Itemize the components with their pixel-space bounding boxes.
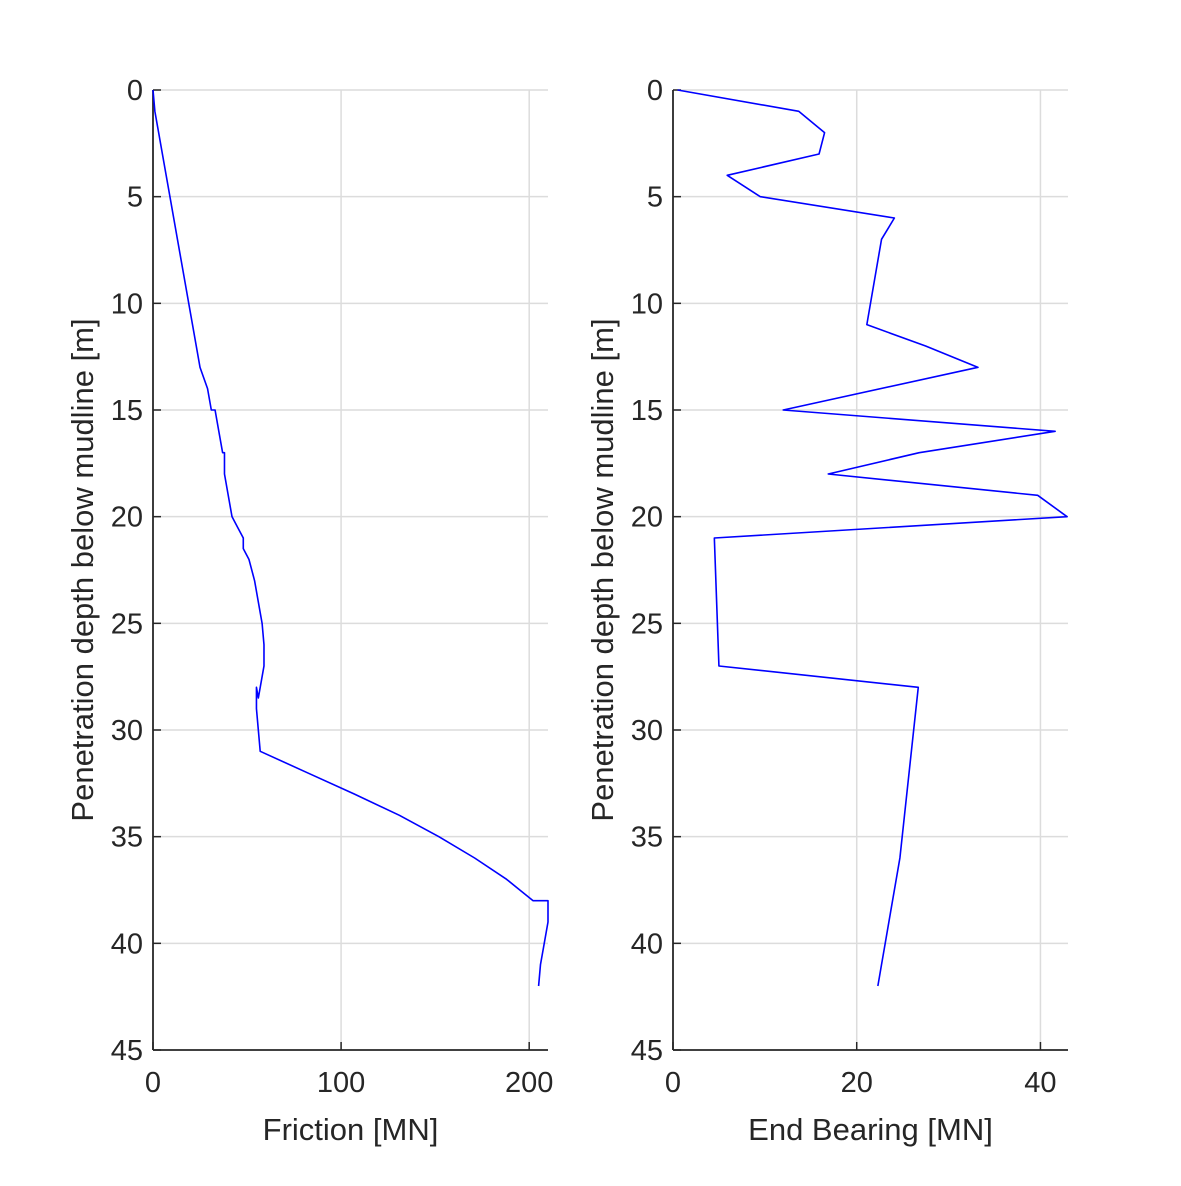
y-tick-label: 20 xyxy=(111,502,143,534)
y-tick-label: 30 xyxy=(631,715,663,747)
end-bearing-series-line xyxy=(677,89,1068,987)
y-tick-label: 25 xyxy=(631,608,663,640)
y-tick-label: 30 xyxy=(111,715,143,747)
y-tick-label: 5 xyxy=(647,182,663,214)
y-tick-label: 0 xyxy=(127,75,143,107)
end-bearing-y-axis-label: Penetration depth below mudline [m] xyxy=(585,318,620,821)
friction-x-axis-label: Friction [MN] xyxy=(263,1112,439,1147)
y-tick-label: 10 xyxy=(631,288,663,320)
y-tick-label: 15 xyxy=(631,395,663,427)
x-tick-label: 0 xyxy=(145,1067,161,1099)
y-tick-label: 20 xyxy=(631,502,663,534)
x-tick-label: 100 xyxy=(317,1067,365,1099)
y-tick-label: 15 xyxy=(111,395,143,427)
x-tick-label: 200 xyxy=(505,1067,553,1099)
friction-series-line xyxy=(152,89,549,987)
y-tick-label: 40 xyxy=(631,928,663,960)
x-tick-label: 40 xyxy=(1024,1067,1056,1099)
y-tick-label: 35 xyxy=(111,822,143,854)
friction-y-axis-label: Penetration depth below mudline [m] xyxy=(65,318,100,821)
x-tick-label: 20 xyxy=(841,1067,873,1099)
y-tick-label: 35 xyxy=(631,822,663,854)
y-tick-label: 0 xyxy=(647,75,663,107)
y-tick-label: 45 xyxy=(111,1035,143,1067)
y-tick-label: 25 xyxy=(111,608,143,640)
y-tick-label: 45 xyxy=(631,1035,663,1067)
y-tick-label: 5 xyxy=(127,182,143,214)
y-tick-label: 40 xyxy=(111,928,143,960)
y-tick-label: 10 xyxy=(111,288,143,320)
x-tick-label: 0 xyxy=(665,1067,681,1099)
end-bearing-x-axis-label: End Bearing [MN] xyxy=(748,1112,993,1147)
